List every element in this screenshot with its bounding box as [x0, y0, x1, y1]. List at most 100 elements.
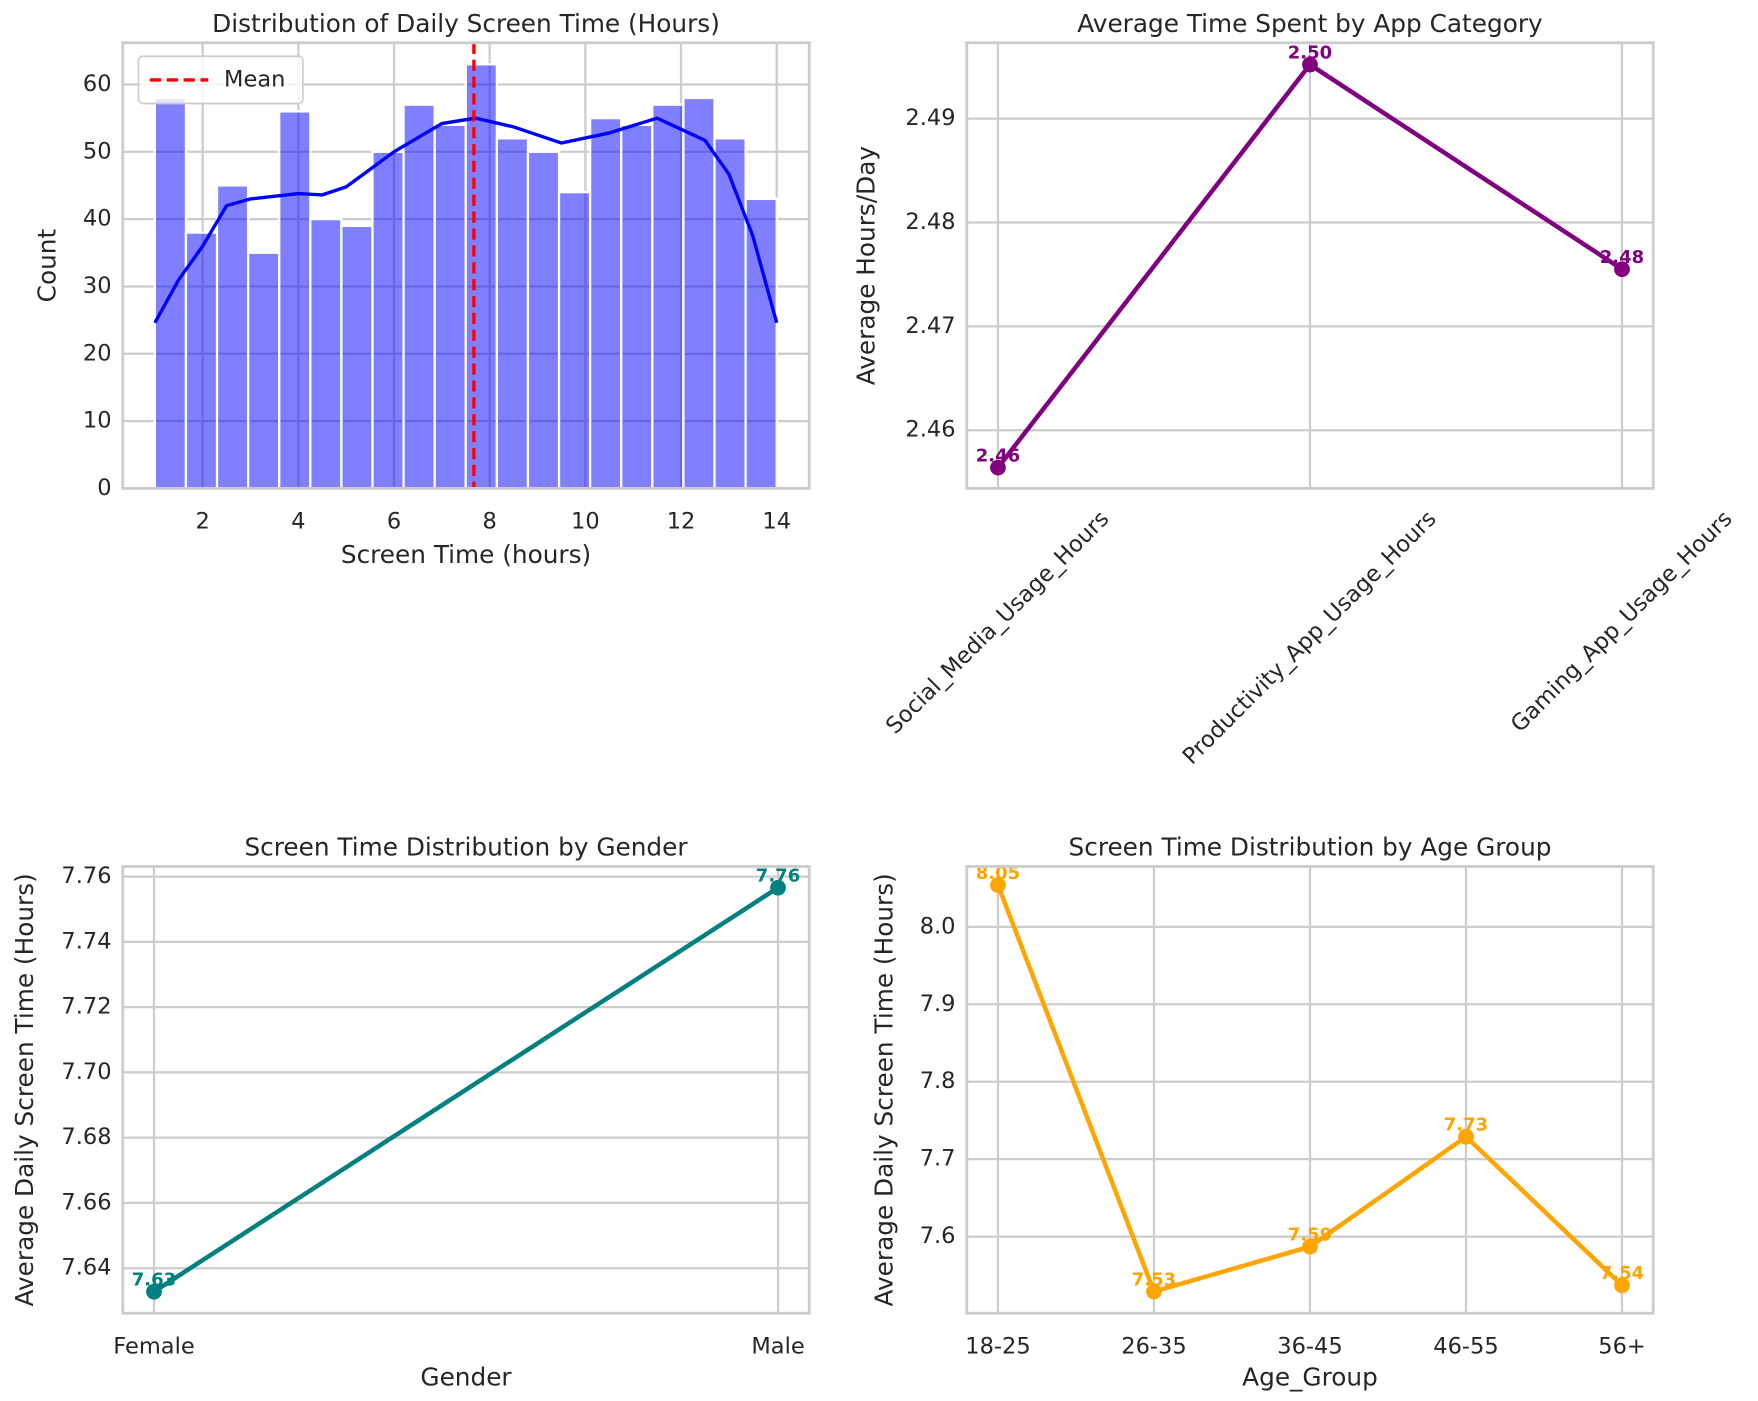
y-tick-label: 7.66	[61, 1189, 111, 1215]
point	[1614, 1277, 1630, 1294]
axes-frame	[121, 865, 811, 1315]
point	[770, 879, 786, 896]
histogram-bar	[464, 63, 498, 490]
x-axis-label: Gender	[420, 1362, 512, 1391]
x-tick-label: Social_Media_Usage_Hours	[881, 506, 1114, 739]
value-label: 2.48	[1600, 247, 1644, 268]
y-tick-label: 0	[97, 475, 111, 501]
x-tick-label: 46-55	[1433, 1333, 1498, 1359]
histogram-bar	[371, 150, 405, 490]
chart-title: Screen Time Distribution by Gender	[244, 832, 688, 861]
y-tick-label: 40	[83, 206, 112, 232]
legend-box	[137, 55, 304, 105]
x-tick-label: Female	[113, 1333, 194, 1359]
value-label: 2.46	[976, 445, 1020, 466]
x-tick-label: 6	[387, 509, 401, 535]
histogram-bar	[433, 123, 467, 490]
x-tick-label: 12	[667, 509, 696, 535]
point	[1614, 261, 1630, 278]
y-axis-label: Average Hours/Day	[852, 146, 881, 385]
y-tick-label: 20	[83, 340, 112, 366]
point	[1302, 1238, 1318, 1255]
y-tick-label: 2.48	[905, 209, 955, 235]
point	[1302, 56, 1318, 73]
y-tick-label: 7.74	[61, 928, 111, 954]
x-tick-label: Productivity_App_Usage_Hours	[1178, 506, 1442, 770]
x-tick-label: 8	[483, 509, 497, 535]
histogram-bar	[620, 123, 654, 490]
y-tick-label: 7.64	[61, 1255, 111, 1281]
chart-title: Distribution of Daily Screen Time (Hours…	[212, 9, 720, 38]
histogram-bar	[340, 224, 374, 490]
y-tick-label: 2.49	[905, 105, 955, 131]
axes-frame	[965, 41, 1655, 490]
histogram-bar	[682, 96, 716, 490]
y-axis-label: Average Daily Screen Time (Hours)	[870, 873, 899, 1306]
x-axis-label: Age_Group	[1242, 1362, 1378, 1391]
x-tick-label: Gaming_App_Usage_Hours	[1506, 506, 1738, 738]
x-tick-label: 18-25	[965, 1333, 1030, 1359]
point	[146, 1283, 162, 1300]
y-tick-label: 50	[83, 138, 112, 164]
histogram-bar	[247, 251, 281, 490]
y-tick-label: 7.6	[920, 1223, 956, 1249]
x-tick-label: 2	[196, 509, 210, 535]
value-label: 7.54	[1600, 1263, 1644, 1284]
x-tick-label: 4	[291, 509, 305, 535]
y-axis-label: Count	[33, 229, 62, 303]
y-axis-label: Average Daily Screen Time (Hours)	[10, 873, 39, 1306]
kde-curve	[153, 116, 779, 324]
y-tick-label: 2.46	[905, 417, 955, 443]
histogram-bar	[651, 103, 685, 490]
histogram-bar	[495, 137, 530, 490]
value-label: 2.50	[1288, 42, 1332, 63]
value-label: 7.73	[1444, 1114, 1488, 1135]
y-tick-label: 7.72	[61, 994, 111, 1020]
line-series	[152, 885, 780, 1294]
histogram-bar	[557, 191, 592, 490]
x-tick-label: Male	[751, 1333, 804, 1359]
histogram-bar	[744, 197, 778, 490]
value-label: 8.05	[976, 863, 1020, 884]
x-tick-label: 10	[571, 509, 600, 535]
value-label: 7.63	[132, 1269, 176, 1290]
histogram-bar	[526, 150, 561, 490]
value-label: 7.59	[1288, 1224, 1332, 1245]
histogram-bar	[184, 231, 219, 490]
legend-label: Mean	[224, 66, 285, 92]
point	[990, 877, 1006, 893]
histogram-bar	[713, 137, 747, 490]
y-tick-label: 10	[83, 408, 112, 434]
y-tick-label: 7.9	[920, 991, 956, 1017]
y-tick-label: 7.68	[61, 1124, 111, 1150]
value-label: 7.76	[756, 865, 800, 886]
y-tick-label: 7.76	[61, 863, 111, 889]
point	[1146, 1283, 1162, 1300]
y-tick-label: 2.47	[905, 313, 955, 339]
histogram-bar	[589, 117, 623, 490]
point	[990, 459, 1006, 476]
y-tick-label: 8.0	[920, 913, 956, 939]
axes-frame	[965, 865, 1655, 1315]
y-tick-label: 7.8	[920, 1068, 956, 1094]
histogram-bar	[309, 217, 343, 490]
x-tick-label: 14	[762, 509, 791, 535]
chart-title: Screen Time Distribution by Age Group	[1069, 832, 1552, 861]
histogram-bar	[402, 103, 436, 490]
y-tick-label: 7.70	[61, 1059, 111, 1085]
axes-frame	[121, 41, 811, 490]
chart-title: Average Time Spent by App Category	[1077, 9, 1542, 38]
y-tick-label: 7.7	[920, 1146, 956, 1172]
x-tick-label: 56+	[1598, 1333, 1645, 1359]
y-tick-label: 30	[83, 273, 112, 299]
x-tick-label: 36-45	[1277, 1333, 1342, 1359]
histogram-bar	[215, 184, 250, 490]
histogram-bar	[278, 110, 312, 490]
point	[1458, 1128, 1474, 1145]
x-axis-label: Screen Time (hours)	[341, 540, 591, 569]
x-tick-label: 26-35	[1121, 1333, 1186, 1359]
value-label: 7.53	[1132, 1269, 1176, 1290]
y-tick-label: 60	[83, 71, 112, 97]
